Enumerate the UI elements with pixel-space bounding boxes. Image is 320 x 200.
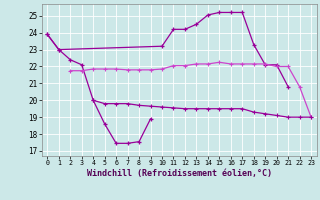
X-axis label: Windchill (Refroidissement éolien,°C): Windchill (Refroidissement éolien,°C): [87, 169, 272, 178]
